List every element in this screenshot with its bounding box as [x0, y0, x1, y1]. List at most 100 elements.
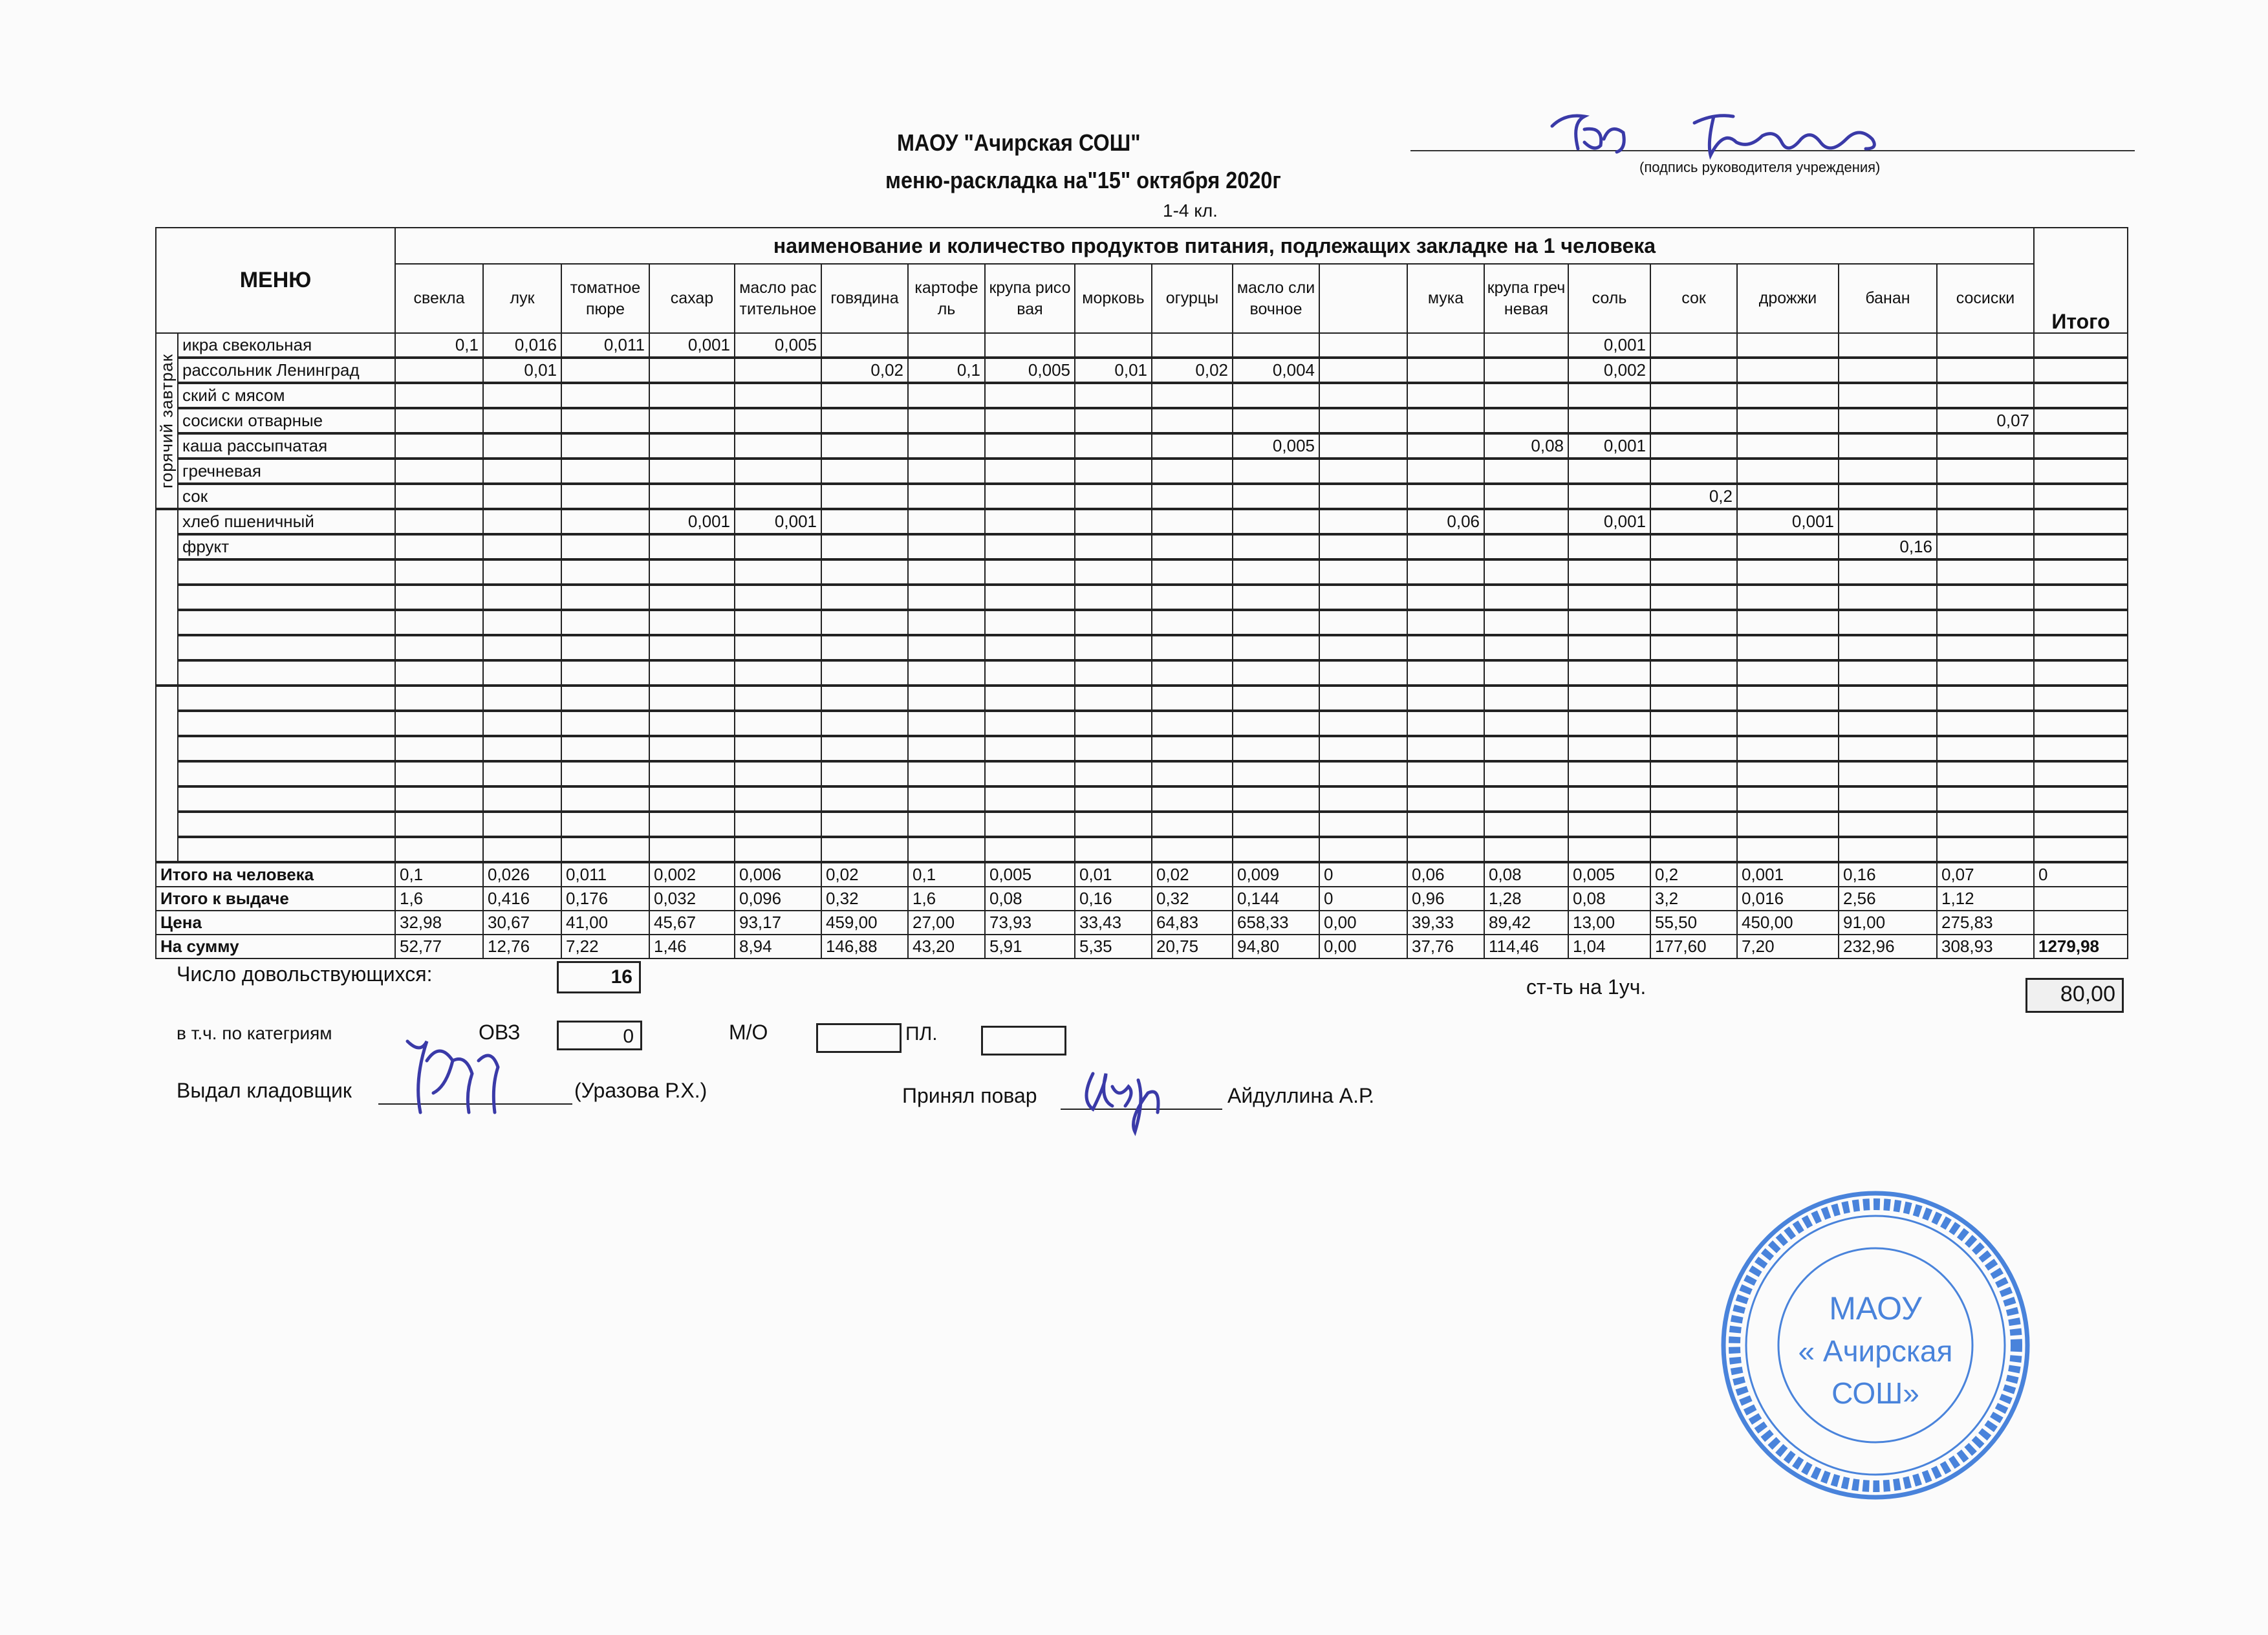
summary-cell: 2,56: [1838, 886, 1938, 911]
quantity-cell: [649, 811, 735, 838]
quantity-cell: 0,1: [394, 332, 484, 359]
quantity-cell: [1151, 685, 1233, 712]
summary-cell: 0,16: [1074, 886, 1152, 911]
quantity-cell: [1407, 811, 1485, 838]
quantity-cell: [482, 685, 562, 712]
summary-total: 0: [2033, 861, 2128, 887]
quantity-cell: [1650, 836, 1738, 863]
quantity-cell: [1407, 534, 1485, 561]
quantity-cell: [1484, 609, 1569, 636]
received-by-name: Айдуллина А.Р.: [1227, 1084, 1375, 1107]
quantity-cell: [734, 559, 822, 586]
quantity-cell: [1232, 634, 1320, 662]
summary-cell: 13,00: [1568, 910, 1651, 935]
header-row: МЕНЮ наименование и количество продуктов …: [155, 227, 2128, 334]
quantity-cell: [907, 433, 986, 460]
summary-cell: 177,60: [1650, 934, 1738, 959]
summary-row: Итого на человека 0,1 0,026 0,011 0,002 0,006…: [155, 861, 2128, 887]
quantity-cell: [1074, 836, 1152, 863]
quantity-cell: [1936, 534, 2035, 561]
summary-cell: 658,33: [1232, 910, 1320, 935]
dish-name: [177, 811, 396, 838]
quantity-cell: [1074, 382, 1152, 409]
ovz-value: 0: [557, 1021, 642, 1050]
quantity-cell: [1650, 685, 1738, 712]
quantity-cell: [821, 761, 909, 788]
quantity-cell: [1568, 382, 1651, 409]
quantity-cell: 0,06: [1407, 508, 1485, 536]
pl-value: [981, 1026, 1066, 1056]
product-column-header: банан: [1838, 263, 1938, 334]
quantity-cell: [1232, 735, 1320, 763]
quantity-cell: [1319, 685, 1408, 712]
quantity-cell: [907, 559, 986, 586]
summary-cell: 0,07: [1936, 861, 2035, 887]
quantity-cell: [1232, 534, 1320, 561]
quantity-cell: [1484, 508, 1569, 536]
quantity-cell: [482, 407, 562, 435]
quantity-cell: [1074, 508, 1152, 536]
product-column-header: огурцы: [1151, 263, 1233, 334]
quantity-cell: [1319, 634, 1408, 662]
categories-label: в т.ч. по категриям: [177, 1023, 332, 1043]
quantity-cell: [1074, 584, 1152, 611]
quantity-cell: [907, 458, 986, 485]
quantity-cell: [1319, 609, 1408, 636]
table-row: [156, 660, 2128, 687]
quantity-cell: [394, 584, 484, 611]
row-total-cell: [2033, 483, 2128, 510]
quantity-cell: [1936, 660, 2035, 687]
dish-name: икра свекольная: [177, 332, 396, 359]
summary-cell: 0,06: [1407, 861, 1485, 887]
dish-name: фрукт: [177, 534, 396, 561]
quantity-cell: [821, 483, 909, 510]
quantity-cell: [1151, 332, 1233, 359]
quantity-cell: [984, 836, 1075, 863]
quantity-cell: [561, 382, 650, 409]
quantity-cell: [1838, 811, 1938, 838]
summary-cell: 37,76: [1407, 934, 1485, 959]
quantity-cell: [394, 836, 484, 863]
quantity-cell: [1838, 382, 1938, 409]
quantity-cell: [1736, 811, 1839, 838]
dish-name: хлеб пшеничный: [177, 508, 396, 536]
quantity-cell: [394, 433, 484, 460]
quantity-cell: [394, 786, 484, 813]
issued-by-name: (Уразова Р.Х.): [574, 1079, 707, 1102]
quantity-cell: [1232, 382, 1320, 409]
table-row: горячий завтрак икра свекольная 0,1 0,016 0,…: [155, 332, 2128, 510]
quantity-cell: [1568, 761, 1651, 788]
quantity-cell: [1936, 609, 2035, 636]
quantity-cell: [1736, 407, 1839, 435]
row-total-cell: [2033, 433, 2128, 460]
quantity-cell: [734, 634, 822, 662]
quantity-cell: [649, 761, 735, 788]
summary-cell: 0,32: [1151, 886, 1233, 911]
product-column-header: картофель: [907, 263, 986, 334]
quantity-cell: [1838, 786, 1938, 813]
quantity-cell: [734, 710, 822, 737]
summary-cell: 0: [1319, 861, 1408, 887]
quantity-cell: [649, 357, 735, 384]
quantity-cell: [907, 609, 986, 636]
dish-name: [177, 735, 396, 763]
quantity-cell: [1151, 508, 1233, 536]
quantity-cell: [1484, 786, 1569, 813]
quantity-cell: [561, 761, 650, 788]
summary-cell: 0: [1319, 886, 1408, 911]
dish-name: сосиски отварные: [177, 407, 396, 435]
table-row: хлеб пшеничный 0,001 0,001 0,06 0,001 0,001: [155, 508, 2128, 687]
quantity-cell: [1936, 685, 2035, 712]
quantity-cell: [1838, 660, 1938, 687]
quantity-cell: [482, 811, 562, 838]
quantity-cell: [649, 735, 735, 763]
row-total-cell: [2033, 609, 2128, 636]
summary-total: 1279,98: [2033, 934, 2128, 959]
quantity-cell: [1484, 761, 1569, 788]
grade-label: 1-4 кл.: [1163, 200, 1218, 221]
quantity-cell: [984, 584, 1075, 611]
summary-cell: 0,144: [1232, 886, 1320, 911]
quantity-cell: [649, 483, 735, 510]
quantity-cell: [1736, 761, 1839, 788]
quantity-cell: [561, 433, 650, 460]
